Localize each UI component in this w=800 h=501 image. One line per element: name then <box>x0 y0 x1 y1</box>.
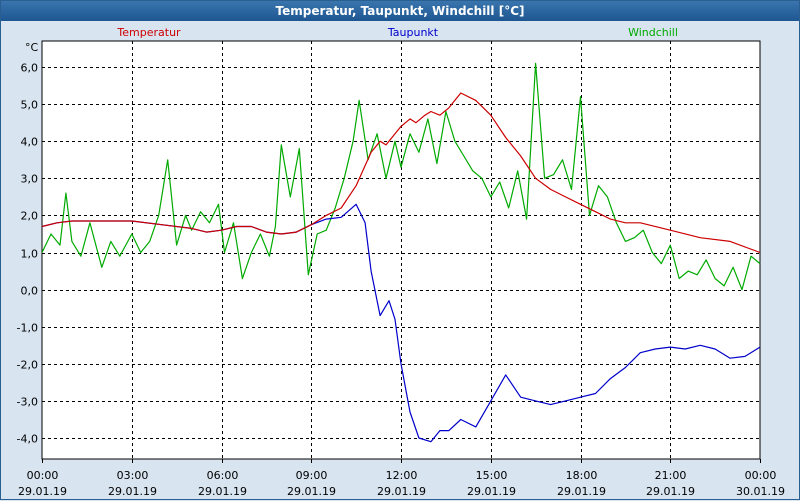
x-tick-time: 12:00 <box>386 469 418 482</box>
x-tick-time: 21:00 <box>655 469 687 482</box>
x-tick-date: 29.01.19 <box>18 485 67 498</box>
y-tick-label: 1,0 <box>21 248 39 261</box>
x-tick-time: 15:00 <box>476 469 508 482</box>
x-tick-date: 29.01.19 <box>377 485 426 498</box>
legend-windchill: Windchill <box>628 26 678 39</box>
legend-taupunkt: Taupunkt <box>387 26 439 39</box>
x-tick-time: 06:00 <box>207 469 239 482</box>
x-tick-date: 29.01.19 <box>467 485 516 498</box>
series-line-windchill <box>41 62 761 291</box>
x-tick-date: 29.01.19 <box>108 485 157 498</box>
x-tick-date: 29.01.19 <box>198 485 247 498</box>
series-line-temperatur <box>41 92 761 254</box>
x-tick-date: 29.01.19 <box>646 485 695 498</box>
y-tick-label: -4,0 <box>17 433 38 446</box>
y-tick-label: 0,0 <box>21 285 39 298</box>
y-tick-label: 5,0 <box>21 99 39 112</box>
x-tick-time: 00:00 <box>745 469 777 482</box>
y-tick-label: 2,0 <box>21 210 39 223</box>
y-tick-label: -3,0 <box>17 396 38 409</box>
chart-title: Temperatur, Taupunkt, Windchill [°C] <box>1 1 799 21</box>
y-tick-label: 6,0 <box>21 62 39 75</box>
y-tick-label: 4,0 <box>21 136 39 149</box>
x-tick-date: 29.01.19 <box>287 485 336 498</box>
x-tick-time: 00:00 <box>27 469 59 482</box>
y-tick-label: -2,0 <box>17 359 38 372</box>
y-axis-label: °C <box>25 41 39 54</box>
x-tick-date: 30.01.19 <box>736 485 785 498</box>
x-tick-time: 18:00 <box>566 469 598 482</box>
y-tick-label: -1,0 <box>17 322 38 335</box>
y-tick-label: 3,0 <box>21 173 39 186</box>
x-tick-date: 29.01.19 <box>557 485 606 498</box>
x-tick-time: 09:00 <box>296 469 328 482</box>
legend-temperatur: Temperatur <box>116 26 181 39</box>
x-tick-time: 03:00 <box>117 469 149 482</box>
